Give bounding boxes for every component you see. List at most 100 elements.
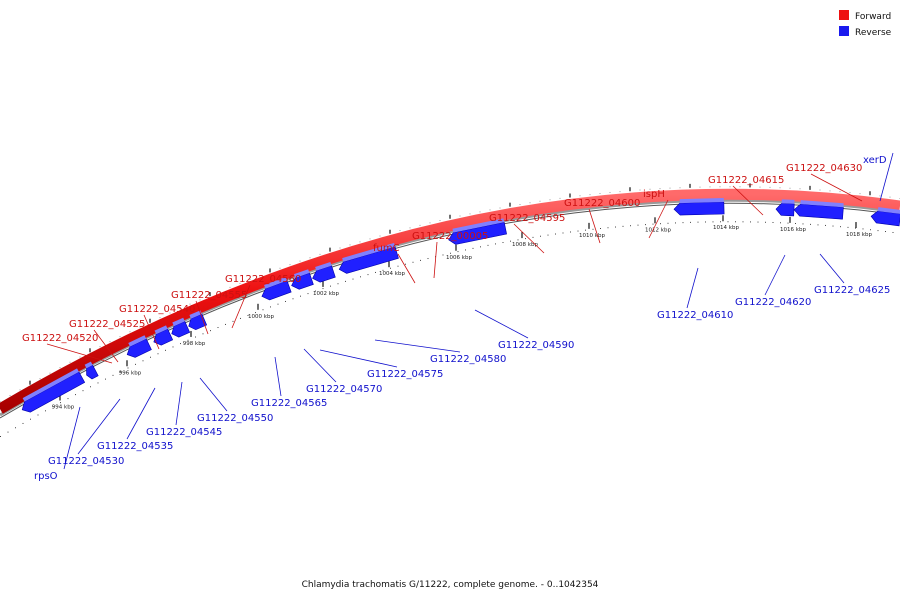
scale-dot: [165, 349, 166, 351]
scale-dot: [480, 246, 481, 248]
scale-dot: [832, 225, 834, 227]
legend: Forward Reverse: [839, 10, 892, 38]
scale-dot: [195, 336, 196, 338]
scale-dot: [487, 244, 489, 246]
scale-dot: [60, 402, 61, 404]
scale-dot: [0, 436, 1, 437]
scale-dot: [532, 236, 534, 238]
legend-forward-label: Forward: [855, 12, 891, 22]
reverse-gene: [21, 368, 86, 413]
reverse-gene-top: [172, 317, 185, 327]
forward-gene-label: G11222_00005: [412, 231, 488, 242]
scale-dot: [645, 224, 646, 226]
scale-dot: [337, 283, 339, 285]
scale-dot: [825, 224, 826, 226]
reverse-gene-top: [800, 200, 844, 208]
backbone-ticks: [0, 183, 900, 402]
scale-dot: [472, 247, 474, 249]
reverse-gene-label: G11222_04590: [498, 340, 574, 351]
scale-dot: [270, 306, 271, 308]
reverse-gene: [312, 261, 336, 283]
scale-dot: [90, 386, 91, 388]
scale-dot: [750, 221, 751, 223]
legend-forward-swatch: [839, 10, 849, 20]
reverse-label-leader: [686, 267, 699, 309]
reverse-gene-arrow: [291, 272, 314, 290]
scale-dots: [0, 221, 894, 437]
scale-dot: [547, 234, 549, 236]
scale-dot: [862, 228, 864, 230]
scale-dot: [855, 227, 856, 229]
scale-tick-label: 1000 kbp: [248, 314, 274, 320]
scale-dot: [682, 222, 684, 224]
forward-label-leader: [231, 284, 251, 329]
reverse-gene: [84, 361, 99, 380]
scale-dot: [300, 295, 301, 297]
scale-dot: [262, 309, 264, 311]
scale-dot: [727, 221, 729, 223]
scale-dot: [330, 285, 331, 287]
scale-dot: [705, 221, 706, 223]
reverse-gene-label: G11222_04610: [657, 310, 733, 321]
forward-label-leader: [46, 343, 113, 364]
reverse-gene: [338, 242, 399, 274]
scale-dot: [150, 356, 151, 358]
scale-dot: [307, 293, 309, 295]
scale-dot: [277, 303, 279, 305]
reverse-gene-arrow: [793, 203, 844, 220]
scale-dot: [187, 339, 189, 341]
scale-dot: [877, 230, 879, 232]
forward-label-leader: [195, 300, 209, 335]
scale-dot: [225, 323, 226, 325]
reverse-gene-label: G11222_04565: [251, 398, 327, 409]
scale-dot: [367, 274, 369, 276]
scale-labels: 994 kbp 996 kbp 998 kbp 1000 kbp 1002 kbp 100…: [52, 215, 872, 411]
reverse-gene-top: [315, 261, 332, 271]
forward-gene-label: G11222_04555: [171, 290, 247, 301]
scale-dot: [15, 427, 16, 429]
scale-dot: [7, 431, 9, 433]
scale-dot: [802, 223, 804, 225]
scale-dot: [615, 226, 616, 228]
forward-label-leader: [648, 199, 669, 239]
scale-dot: [637, 224, 639, 226]
legend-reverse-swatch: [839, 26, 849, 36]
reverse-label-leader: [63, 406, 81, 470]
reverse-gene-arrow: [673, 201, 725, 216]
scale-dot: [517, 239, 519, 241]
reverse-gene-arrow: [21, 371, 86, 413]
scale-dot: [255, 312, 256, 314]
scale-dot: [495, 243, 496, 245]
reverse-gene-top: [154, 325, 168, 335]
scale-tick-label: 1016 kbp: [780, 227, 806, 233]
scale-dot: [772, 221, 774, 223]
scale-dot: [405, 263, 406, 265]
reverse-gene-top: [264, 277, 288, 289]
scale-dot: [570, 231, 571, 233]
scale-dot: [420, 259, 421, 261]
scale-dot: [352, 278, 354, 280]
scale-dot: [390, 267, 391, 269]
scale-dot: [697, 221, 699, 223]
reverse-gene-label: G11222_04545: [146, 427, 222, 438]
reverse-gene-top: [84, 361, 93, 369]
scale-dot: [757, 221, 759, 223]
scale-dot: [652, 223, 654, 225]
scale-dot: [465, 249, 466, 251]
forward-gene-label: G11222_04630: [786, 163, 862, 174]
scale-dot: [562, 232, 564, 234]
scale-dot: [97, 382, 99, 384]
scale-dot: [525, 238, 526, 240]
scale-dot: [787, 222, 789, 224]
scale-tick-label: 1002 kbp: [313, 291, 339, 297]
reverse-gene: [448, 218, 507, 245]
scale-dot: [112, 374, 114, 376]
genome-caption: Chlamydia trachomatis G/11222, complete …: [302, 580, 599, 590]
scale-dot: [847, 226, 849, 228]
scale-dot: [120, 371, 121, 373]
reverse-gene: [153, 325, 174, 346]
scale-dot: [735, 221, 736, 223]
reverse-gene-label: G11222_04535: [97, 441, 173, 452]
scale-dot: [885, 231, 886, 233]
